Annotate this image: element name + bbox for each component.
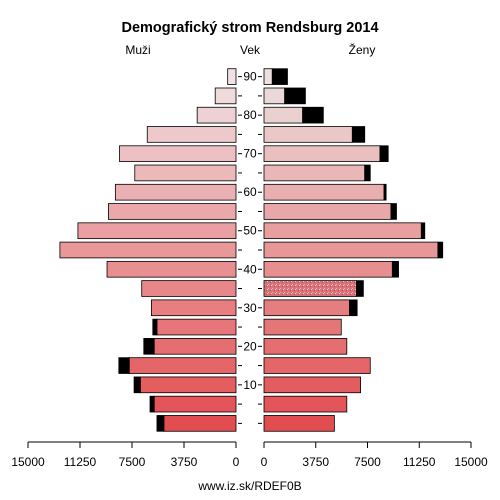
male-label: Muži (125, 43, 150, 57)
bar-male-10-14 (139, 376, 237, 394)
age-tick-label: 90 (243, 70, 257, 84)
bar-male-85-89 (214, 87, 237, 105)
male-bars (59, 68, 237, 432)
bar-male-foreign-10-14 (133, 376, 141, 394)
bar-female-0-4 (263, 415, 335, 432)
age-tick-label: 70 (243, 147, 257, 161)
bar-female-30-34 (263, 299, 350, 317)
bar-male-75-79 (146, 126, 237, 143)
x-tick-label-female: 3750 (302, 455, 329, 469)
age-tick-label: 30 (243, 301, 257, 315)
chart-title: Demografický strom Rendsburg 2014 (121, 20, 378, 36)
x-tick-label-male: 15000 (11, 455, 45, 469)
x-tick-label-female: 11250 (403, 455, 436, 469)
bar-male-foreign-5-9 (149, 395, 155, 413)
bar-female-70-74 (263, 145, 381, 162)
bar-male-25-29 (156, 318, 237, 336)
bar-female-5-9 (263, 395, 348, 413)
bar-female-foreign-30-34 (349, 299, 358, 317)
bar-male-70-74 (119, 145, 237, 162)
bar-male-15-19 (128, 357, 237, 374)
bar-female-foreign-90+ (271, 68, 288, 85)
bar-female-foreign-70-74 (379, 145, 389, 162)
x-tick-label-male: 0 (233, 455, 240, 469)
age-tick-label: 80 (243, 108, 257, 122)
bar-female-85-89 (263, 87, 286, 105)
bar-male-40-44 (106, 260, 237, 278)
bar-male-60-64 (114, 183, 237, 201)
bar-female-90+ (263, 68, 273, 85)
age-axis: 90 80 70 60 50 40 30 20 10 (238, 70, 262, 424)
bar-male-50-54 (77, 222, 237, 240)
bar-male-35-39 (141, 280, 237, 297)
x-tick-label-female: 7500 (354, 455, 381, 469)
bar-female-55-59 (263, 203, 392, 220)
age-tick-label: 20 (243, 339, 257, 353)
bar-female-foreign-55-59 (390, 203, 397, 220)
bar-female-foreign-75-79 (351, 126, 366, 143)
age-axis-label: Vek (240, 43, 261, 57)
bar-male-55-59 (108, 203, 237, 220)
x-tick-label-male: 11250 (64, 455, 97, 469)
bar-female-foreign-45-49 (437, 241, 444, 259)
age-tick-label: 10 (243, 378, 257, 392)
bar-female-15-19 (263, 357, 371, 374)
bar-female-40-44 (263, 260, 393, 278)
bar-male-30-34 (151, 299, 237, 317)
age-tick-label: 50 (243, 224, 257, 238)
bar-male-20-24 (153, 338, 237, 355)
bar-male-foreign-0-4 (156, 415, 165, 432)
x-tick-label-male: 3750 (171, 455, 198, 469)
x-axis-male: 15000 11250 7500 3750 0 (11, 441, 240, 469)
female-bars (263, 68, 444, 432)
bar-male-foreign-20-24 (143, 338, 155, 355)
age-tick-label: 40 (243, 262, 257, 276)
bar-male-45-49 (59, 241, 237, 259)
bar-female-20-24 (263, 338, 348, 355)
x-axis-female: 0 3750 7500 11250 15000 (261, 441, 488, 469)
bar-female-foreign-35-39 (356, 280, 364, 297)
bar-female-foreign-60-64 (383, 183, 387, 201)
bar-female-60-64 (263, 183, 385, 201)
bar-female-50-54 (263, 222, 422, 240)
bar-female-25-29 (263, 318, 342, 336)
bar-female-foreign-85-89 (284, 87, 306, 105)
footer-url: www.iz.sk/RDEF0B (197, 479, 301, 493)
bar-male-80-84 (196, 106, 237, 124)
bar-female-75-79 (263, 126, 353, 143)
bar-female-foreign-65-69 (364, 164, 371, 182)
bar-male-0-4 (163, 415, 237, 432)
bar-male-foreign-15-19 (118, 357, 130, 374)
bar-female-80-84 (263, 106, 304, 124)
age-tick-label: 60 (243, 185, 257, 199)
bar-female-foreign-40-44 (391, 260, 399, 278)
bar-female-35-39 (263, 280, 357, 297)
bar-female-10-14 (263, 376, 361, 394)
x-tick-label-female: 0 (261, 455, 268, 469)
bar-female-65-69 (263, 164, 366, 182)
bar-male-90+ (227, 68, 237, 85)
x-tick-label-male: 7500 (119, 455, 146, 469)
bar-male-foreign-25-29 (152, 318, 158, 336)
bar-female-foreign-80-84 (302, 106, 324, 124)
bar-female-foreign-50-54 (420, 222, 426, 240)
bar-female-45-49 (263, 241, 439, 259)
bar-male-65-69 (134, 164, 237, 182)
bar-male-5-9 (153, 395, 237, 413)
x-tick-label-female: 15000 (454, 455, 488, 469)
female-label: Ženy (349, 42, 376, 57)
